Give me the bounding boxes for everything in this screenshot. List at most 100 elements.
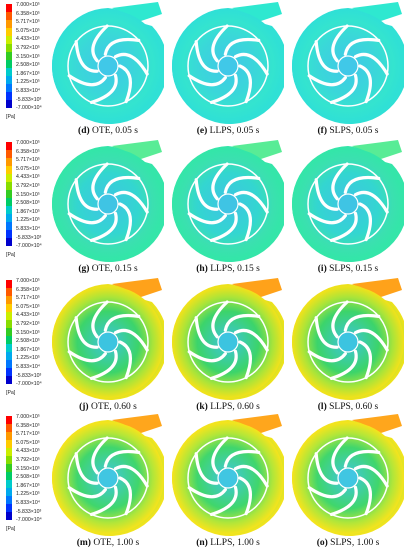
legend-label: 7.000×10⁵ [16, 278, 40, 284]
panel-letter: (e) [196, 126, 208, 136]
legend-label: 4.433×10⁵ [16, 448, 40, 455]
pump-pressure-contour [51, 278, 168, 400]
panel-caption: (e) LLPS, 0.05 s [172, 126, 284, 136]
legend-label: 5.833×10⁴ [16, 88, 41, 94]
legend-swatch [6, 206, 12, 214]
legend-swatch [6, 504, 12, 512]
panel-caption: (g) OTE, 0.15 s [52, 264, 164, 274]
panel-caption-text: SLPS, 0.15 s [326, 264, 379, 274]
contour-panel [291, 140, 408, 264]
panel-caption-text: SLPS, 0.05 s [327, 126, 379, 136]
legend-swatch [6, 320, 12, 328]
panel-letter: (d) [78, 126, 90, 136]
panel-caption: (o) SLPS, 1.00 s [292, 538, 404, 548]
legend-swatch [6, 472, 12, 480]
legend-label: 5.075×10⁵ [16, 439, 40, 446]
legend-swatch [6, 344, 12, 352]
legend-colorbar [6, 142, 12, 246]
legend-label: -5.833×10³ [16, 234, 42, 241]
legend-swatch [6, 198, 12, 206]
panel-caption: (f) SLPS, 0.05 s [292, 126, 404, 136]
legend-label: -7.000×10⁴ [16, 243, 42, 250]
legend-label: 5.833×10⁴ [16, 500, 41, 506]
legend-label: 2.508×10⁵ [16, 474, 40, 481]
legend-swatch [6, 432, 12, 440]
legend-swatch [6, 304, 12, 312]
pump-pressure-contour [291, 414, 408, 536]
legend-swatch [6, 416, 12, 424]
legend-swatch [6, 280, 12, 288]
panel-letter: (n) [196, 538, 208, 548]
legend-swatch [6, 52, 12, 60]
legend-label: 3.150×10⁵ [16, 329, 40, 336]
legend-label: -7.000×10⁴ [16, 381, 42, 388]
legend-swatch [6, 464, 12, 472]
legend-swatch [6, 190, 12, 198]
legend-label: 1.867×10⁵ [16, 208, 40, 215]
legend-label: -5.833×10³ [16, 372, 42, 379]
legend-label: 3.150×10⁵ [16, 53, 40, 60]
legend-swatch [6, 222, 12, 230]
legend-swatch [6, 166, 12, 174]
legend-label: -7.000×10⁴ [16, 517, 42, 524]
legend-label: -5.833×10³ [16, 508, 42, 515]
contour-panel [51, 414, 168, 538]
panel-caption: (i) SLPS, 0.15 s [292, 264, 404, 274]
legend-swatch [6, 4, 12, 12]
contour-panel [51, 2, 168, 126]
legend-label: 2.508×10⁵ [16, 62, 40, 69]
legend-swatch [6, 182, 12, 190]
legend-label: 1.225×10⁵ [16, 355, 40, 362]
legend-swatch [6, 512, 12, 520]
legend-label: 1.225×10⁵ [16, 79, 40, 86]
legend-swatch [6, 100, 12, 108]
legend-swatch [6, 360, 12, 368]
legend-swatch [6, 28, 12, 36]
legend-swatch [6, 456, 12, 464]
legend-swatch [6, 214, 12, 222]
legend-label: 4.433×10⁵ [16, 174, 40, 181]
legend-label: 5.717×10⁵ [16, 295, 40, 302]
legend-label: 6.358×10⁵ [16, 422, 40, 429]
panel-letter: (h) [196, 264, 208, 274]
legend-swatch [6, 174, 12, 182]
legend-swatch [6, 296, 12, 304]
legend-swatch [6, 158, 12, 166]
legend-label: 6.358×10⁵ [16, 286, 40, 293]
panel-letter: (m) [76, 538, 91, 548]
legend-swatch [6, 488, 12, 496]
legend-swatch [6, 328, 12, 336]
legend-swatch [6, 480, 12, 488]
legend-swatch [6, 36, 12, 44]
legend-label: 5.717×10⁵ [16, 431, 40, 438]
legend-swatch [6, 60, 12, 68]
legend-label: 5.833×10⁴ [16, 226, 41, 232]
legend-swatch [6, 76, 12, 84]
pump-pressure-contour [51, 414, 168, 536]
legend-label: -7.000×10⁴ [16, 105, 42, 112]
panel-caption: (k) LLPS, 0.60 s [172, 402, 284, 412]
contour-panel [171, 414, 288, 538]
legend-label: -5.833×10³ [16, 96, 42, 103]
panel-caption-text: LLPS, 0.15 s [207, 264, 260, 274]
pressure-legend: 7.000×10⁵ 6.358×10⁵ 5.717×10⁵ 5.075×10⁵ 4.43… [4, 278, 64, 398]
legend-swatch [6, 12, 12, 20]
legend-label: 1.225×10⁵ [16, 217, 40, 224]
legend-swatch [6, 440, 12, 448]
legend-label: 2.508×10⁵ [16, 338, 40, 345]
legend-label: 3.150×10⁵ [16, 191, 40, 198]
figure-row: 7.000×10⁵ 6.358×10⁵ 5.717×10⁵ 5.075×10⁵ 4.43… [0, 2, 417, 138]
panel-caption-text: LLPS, 0.60 s [207, 402, 260, 412]
panel-caption: (h) LLPS, 0.15 s [172, 264, 284, 274]
legend-label: 1.867×10⁵ [16, 482, 40, 489]
legend-colorbar [6, 416, 12, 520]
legend-label: 3.792×10⁵ [16, 321, 40, 327]
legend-label: 1.225×10⁵ [16, 491, 40, 498]
figure-row: 7.000×10⁵ 6.358×10⁵ 5.717×10⁵ 5.075×10⁵ 4.43… [0, 278, 417, 414]
pump-pressure-contour [171, 278, 288, 400]
panel-caption-text: OTE, 0.60 s [88, 402, 137, 412]
panel-caption-text: SLPS, 0.60 s [326, 402, 379, 412]
legend-label: 3.792×10⁵ [16, 45, 40, 51]
legend-swatch [6, 336, 12, 344]
legend-unit: [Pa] [6, 526, 16, 532]
